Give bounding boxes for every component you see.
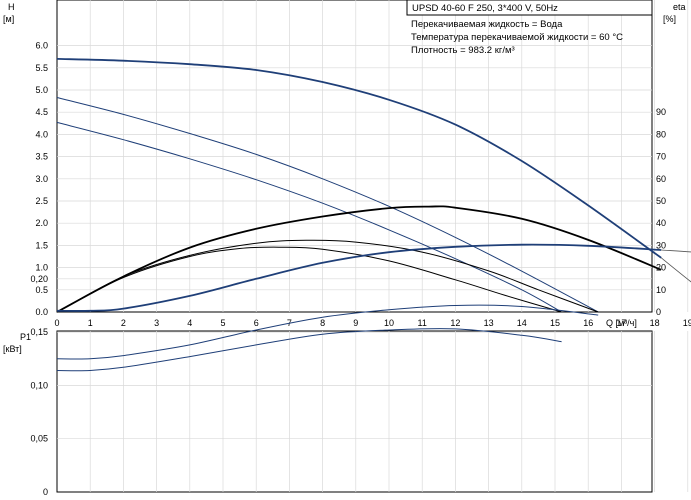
- head-curve: [56, 97, 599, 313]
- power-y-tick-label: 0,10: [30, 380, 48, 390]
- y2-axis-label: eta: [673, 2, 686, 12]
- power-y-axis-label: P1: [20, 332, 31, 342]
- y-tick-label: 5.5: [35, 63, 48, 73]
- x-tick-label: 9: [353, 318, 358, 328]
- y-tick-label: 0.0: [35, 307, 48, 317]
- x-tick-label: 1: [88, 318, 93, 328]
- power-curve: [56, 328, 562, 372]
- x-axis-label: Q [м³/ч]: [606, 318, 637, 328]
- x-tick-label: 14: [517, 318, 527, 328]
- head-curve: [660, 257, 691, 283]
- y2-axis-unit: [%]: [663, 14, 676, 24]
- x-tick-label: 2: [121, 318, 126, 328]
- power-y-tick-label: 0,20: [30, 274, 48, 284]
- tick-labels: 012345678910111213141516171819200.00.51.…: [30, 41, 691, 497]
- x-tick-label: 5: [220, 318, 225, 328]
- y-tick-label: 4.0: [35, 129, 48, 139]
- y-tick-label: 2.5: [35, 196, 48, 206]
- y-axis-unit: [м]: [3, 14, 14, 24]
- y-tick-label: 1.5: [35, 240, 48, 250]
- title-box: [406, 0, 653, 16]
- y2-tick-label: 50: [656, 196, 666, 206]
- y2-tick-label: 80: [656, 129, 666, 139]
- x-tick-label: 17: [616, 318, 626, 328]
- grid-lines: [57, 0, 689, 492]
- x-tick-label: 13: [484, 318, 494, 328]
- y2-tick-label: 70: [656, 152, 666, 162]
- info-temperature: Температура перекачиваемой жидкости = 60…: [411, 32, 623, 43]
- x-tick-label: 15: [550, 318, 560, 328]
- power-curve: [56, 243, 662, 312]
- x-tick-label: 3: [154, 318, 159, 328]
- x-tick-label: 18: [650, 318, 660, 328]
- efficiency-curve: [56, 205, 662, 313]
- efficiency-curve: [56, 246, 562, 313]
- y2-tick-label: 90: [656, 107, 666, 117]
- y2-tick-label: 60: [656, 174, 666, 184]
- x-tick-label: 0: [54, 318, 59, 328]
- power-curve: [661, 249, 691, 253]
- y2-tick-label: 0: [656, 307, 661, 317]
- efficiency-curve: [56, 239, 599, 313]
- y-tick-label: 3.0: [35, 174, 48, 184]
- power-y-tick-label: 0: [43, 487, 48, 497]
- y-tick-label: 3.5: [35, 152, 48, 162]
- y-tick-label: 5.0: [35, 85, 48, 95]
- x-tick-label: 6: [254, 318, 259, 328]
- head-panel-frame: [56, 0, 653, 313]
- chart-title: UPSD 40-60 F 250, 3*400 V, 50Hz: [412, 3, 558, 14]
- x-tick-label: 11: [418, 318, 427, 328]
- y-tick-label: 0.5: [35, 285, 48, 295]
- power-y-axis-unit: [кВт]: [3, 344, 22, 354]
- x-tick-label: 8: [320, 318, 325, 328]
- info-liquid: Перекачиваемая жидкость = Вода: [411, 19, 563, 30]
- y2-tick-label: 10: [656, 285, 666, 295]
- x-tick-label: 19: [683, 318, 691, 328]
- y-tick-label: 2.0: [35, 218, 48, 228]
- x-tick-label: 16: [583, 318, 593, 328]
- y2-tick-label: 30: [656, 240, 666, 250]
- curves: [56, 58, 691, 372]
- info-density: Плотность = 983.2 кг/м³: [411, 45, 515, 56]
- x-tick-label: 10: [384, 318, 394, 328]
- y2-tick-label: 20: [656, 263, 666, 273]
- power-y-tick-label: 0,15: [30, 327, 48, 337]
- y-tick-label: 1.0: [35, 263, 48, 273]
- power-y-tick-label: 0,05: [30, 434, 48, 444]
- head-curve: [56, 58, 662, 259]
- x-tick-label: 4: [187, 318, 192, 328]
- y-tick-label: 4.5: [35, 107, 48, 117]
- y-axis-label: H: [8, 2, 15, 12]
- power-curve: [56, 304, 599, 360]
- x-tick-label: 12: [450, 318, 460, 328]
- y-tick-label: 6.0: [35, 41, 48, 51]
- y2-tick-label: 40: [656, 218, 666, 228]
- head-curve: [56, 121, 562, 313]
- power-panel-frame: [56, 330, 653, 493]
